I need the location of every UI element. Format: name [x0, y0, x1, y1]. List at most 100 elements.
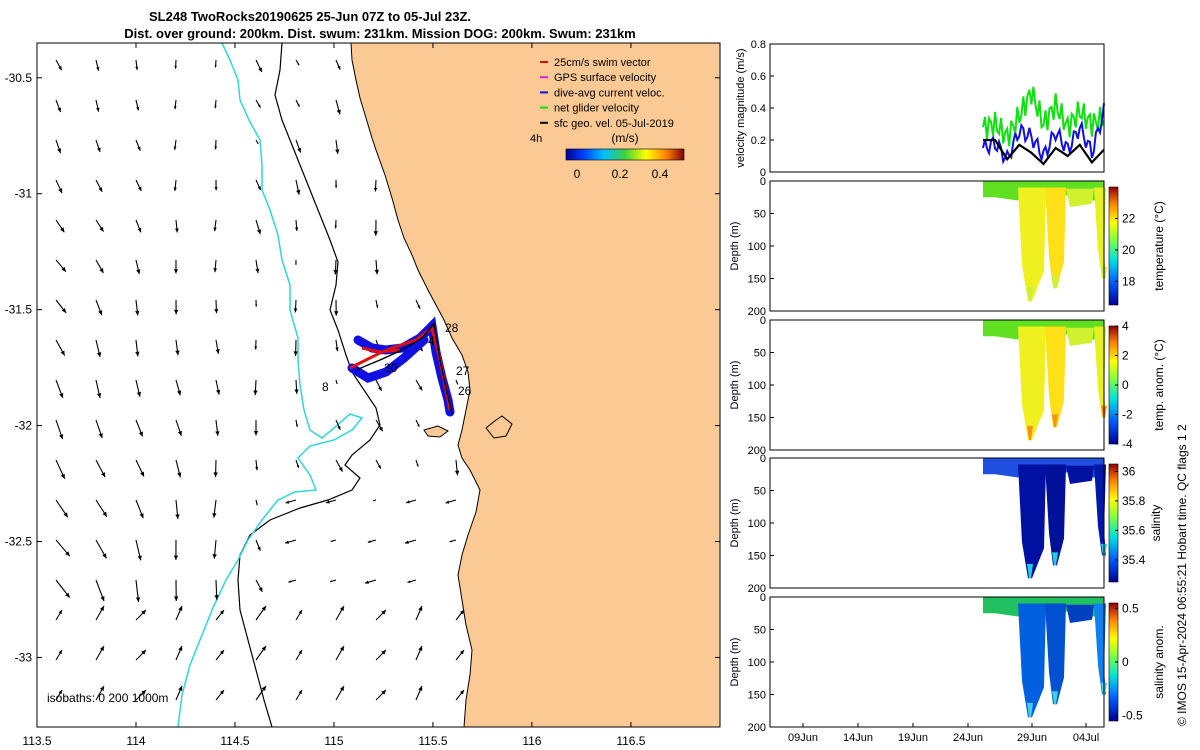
- ytick-label: 50: [754, 209, 766, 221]
- colorbar-tick-label: 20: [1122, 243, 1136, 257]
- current-arrow: [212, 499, 217, 518]
- current-arrow: [214, 59, 217, 68]
- current-arrow: [55, 299, 67, 314]
- current-arrow: [215, 609, 225, 621]
- current-arrow: [55, 499, 69, 518]
- panel-2: 0 50 100 150 200 Depth (m) 22 20 18 temperature (…: [729, 176, 1166, 318]
- current-arrow: [215, 689, 225, 701]
- current-arrow: [175, 645, 183, 661]
- ytick-label: 100: [748, 518, 766, 530]
- heatmap-deep-tip: [1027, 563, 1033, 579]
- current-arrow: [374, 259, 379, 275]
- current-arrow: [449, 539, 457, 543]
- current-arrow: [373, 219, 379, 236]
- current-arrow: [335, 379, 338, 385]
- xtick-label: 04Jul: [1073, 732, 1099, 744]
- colorbar-tick-label: -4: [1122, 437, 1133, 451]
- current-arrow: [174, 59, 178, 69]
- current-arrow: [288, 579, 297, 583]
- current-arrow: [175, 339, 180, 356]
- heatmap-dive-profile: [1094, 603, 1106, 695]
- ytick-label: 0.2: [751, 135, 766, 147]
- current-arrow: [415, 299, 421, 310]
- ytick-label: 0: [760, 592, 766, 604]
- colorbar-tick-label: 0.2: [612, 167, 629, 181]
- current-arrow: [415, 605, 423, 621]
- current-arrow: [173, 299, 179, 315]
- panel-ylabel: Depth (m): [729, 222, 741, 271]
- current-arrow: [55, 339, 66, 356]
- current-arrow: [335, 99, 341, 115]
- current-arrow: [329, 579, 337, 583]
- panel-3: 0 50 100 150 200 Depth (m) 4 2 0 -2 -4 temp. anom. …: [729, 315, 1166, 457]
- current-arrow: [255, 579, 263, 593]
- heatmap-dive-profile: [1018, 464, 1046, 579]
- colorbar-title: (m/s): [611, 131, 638, 145]
- legend-label: GPS surface velocity: [554, 72, 657, 84]
- current-arrow: [135, 59, 139, 70]
- current-arrow: [334, 299, 339, 316]
- current-arrow: [335, 459, 343, 472]
- heatmap-dive-profile: [1094, 187, 1106, 279]
- plot-title-line2: Dist. over ground: 200km. Dist. swum: 23…: [124, 26, 636, 41]
- heatmap-dive-profile: [1018, 326, 1046, 441]
- day-label: 26: [458, 384, 472, 398]
- map-frame: [36, 42, 721, 728]
- current-arrow: [135, 579, 141, 603]
- current-arrow: [375, 299, 379, 308]
- current-arrow: [175, 459, 182, 478]
- heatmap-mid-layer: [1066, 465, 1094, 484]
- current-arrow: [415, 419, 420, 428]
- heatmap-dive-profile: [1094, 464, 1106, 556]
- heatmap-dive-profile: [1045, 326, 1066, 428]
- panel-frame: [769, 180, 1105, 312]
- isobath-1000m: [177, 43, 364, 727]
- current-arrow: [135, 379, 142, 397]
- current-arrow: [335, 139, 340, 155]
- current-arrow: [55, 689, 63, 701]
- map-xtick-label: 115: [324, 734, 343, 748]
- current-arrow: [174, 579, 179, 601]
- current-arrow: [95, 179, 103, 192]
- current-arrow: [455, 649, 465, 661]
- ytick-label: 50: [754, 348, 766, 360]
- current-arrow: [175, 605, 183, 621]
- colorbar-tick-label: 0: [574, 167, 581, 181]
- heatmap-dive-profile: [1018, 187, 1046, 302]
- current-arrow: [455, 379, 459, 385]
- colorbar-tick-label: 18: [1122, 274, 1136, 288]
- colorbar-tick-label: 0.5: [1122, 601, 1139, 615]
- heatmap-mid-layer: [1066, 327, 1094, 346]
- current-arrow: [367, 539, 377, 543]
- current-arrow: [95, 219, 104, 232]
- current-arrow: [325, 499, 337, 504]
- heatmap-deep-tip: [1052, 275, 1058, 289]
- current-arrow: [135, 339, 140, 357]
- current-arrow: [215, 339, 220, 354]
- current-arrow: [95, 379, 102, 399]
- colorbar-tick-label: 36: [1122, 464, 1136, 478]
- velocity-series-line: [982, 86, 1105, 147]
- ytick-label: 0.8: [751, 39, 766, 51]
- current-arrow: [215, 379, 221, 395]
- colorbar: [1108, 186, 1119, 306]
- current-arrow: [213, 219, 217, 232]
- current-arrow: [375, 419, 384, 432]
- current-arrow: [255, 59, 263, 73]
- current-arrow: [285, 499, 297, 504]
- ytick-label: 0: [760, 315, 766, 327]
- map-ytick-label: -31.5: [5, 303, 33, 317]
- current-arrow: [295, 649, 303, 661]
- current-arrow: [255, 99, 261, 108]
- colorbar-label: temp. anom. (°C): [1152, 339, 1166, 431]
- current-arrow: [255, 459, 259, 471]
- colorbar-label: salinity: [1149, 505, 1163, 542]
- legend-label: 25cm/s swim vector: [554, 57, 651, 69]
- day-label: 27: [456, 364, 470, 378]
- current-arrow: [253, 379, 258, 396]
- current-arrow: [135, 179, 142, 192]
- day-label: 28: [445, 321, 459, 335]
- current-arrow: [415, 645, 423, 661]
- current-arrow: [295, 259, 297, 265]
- current-arrow: [95, 99, 100, 112]
